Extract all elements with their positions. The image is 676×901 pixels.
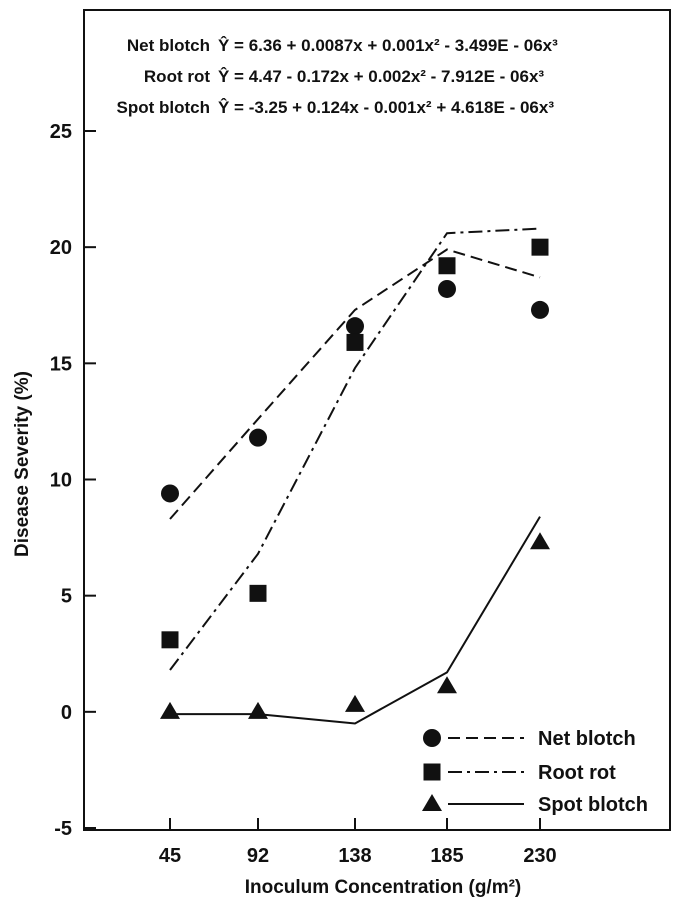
x-axis: 45 92 138 185 230 <box>159 818 557 867</box>
observed-markers <box>160 238 550 719</box>
fitted-lines <box>169 227 541 725</box>
y-tick-label: 10 <box>50 470 72 492</box>
y-axis: -5 0 5 10 15 20 25 <box>50 121 96 840</box>
y-tick-label: 15 <box>50 353 72 375</box>
marker-root-rot <box>249 584 267 602</box>
x-tick-label: 138 <box>338 845 371 867</box>
y-tick-label: 5 <box>61 586 72 608</box>
legend: Net blotch Root rot Spot blotch <box>422 728 648 816</box>
marker-spot-blotch <box>345 694 365 712</box>
x-tick-label: 230 <box>523 845 556 867</box>
legend-label-net-blotch: Net blotch <box>538 728 636 750</box>
y-tick-label: 20 <box>50 237 72 259</box>
marker-net-blotch <box>161 484 179 503</box>
legend-label-spot-blotch: Spot blotch <box>538 794 648 816</box>
marker-spot-blotch <box>437 676 457 694</box>
marker-net-blotch <box>531 300 549 319</box>
x-axis-title: Inoculum Concentration (g/m²) <box>245 877 522 898</box>
equation-formula: Ŷ = 6.36 + 0.0087x + 0.001x² - 3.499E - … <box>218 36 558 55</box>
fitted-line-spot-blotch <box>170 516 541 725</box>
x-tick-label: 92 <box>247 845 269 867</box>
legend-marker-net-blotch <box>423 729 441 747</box>
y-tick-label: 0 <box>61 702 72 724</box>
legend-marker-root-rot <box>423 763 441 781</box>
marker-spot-blotch <box>530 532 550 550</box>
legend-label-root-rot: Root rot <box>538 762 616 784</box>
equation-formula: Ŷ = -3.25 + 0.124x - 0.001x² + 4.618E - … <box>218 98 554 117</box>
marker-spot-blotch <box>160 701 180 719</box>
y-tick-label: 25 <box>50 121 72 143</box>
equation-name: Root rot <box>143 67 210 86</box>
plot-frame <box>83 9 671 831</box>
marker-root-rot <box>438 257 456 275</box>
legend-marker-spot-blotch <box>422 794 442 811</box>
equation-name: Net blotch <box>126 36 210 55</box>
marker-net-blotch <box>346 317 364 336</box>
marker-net-blotch <box>438 279 456 298</box>
fitted-line-root-rot <box>169 227 541 671</box>
marker-spot-blotch <box>248 701 268 719</box>
y-axis-title: Disease Severity (%) <box>12 371 33 557</box>
y-tick-label: -5 <box>54 818 72 840</box>
fitted-line-net-blotch <box>169 248 541 520</box>
equation-formula: Ŷ = 4.47 - 0.172x + 0.002x² - 7.912E - 0… <box>218 67 545 86</box>
x-tick-label: 185 <box>430 845 463 867</box>
equation-name: Spot blotch <box>116 98 210 117</box>
marker-root-rot <box>161 631 179 649</box>
marker-root-rot <box>531 238 549 256</box>
x-tick-label: 45 <box>159 845 181 867</box>
marker-root-rot <box>346 333 364 351</box>
marker-net-blotch <box>249 428 267 447</box>
